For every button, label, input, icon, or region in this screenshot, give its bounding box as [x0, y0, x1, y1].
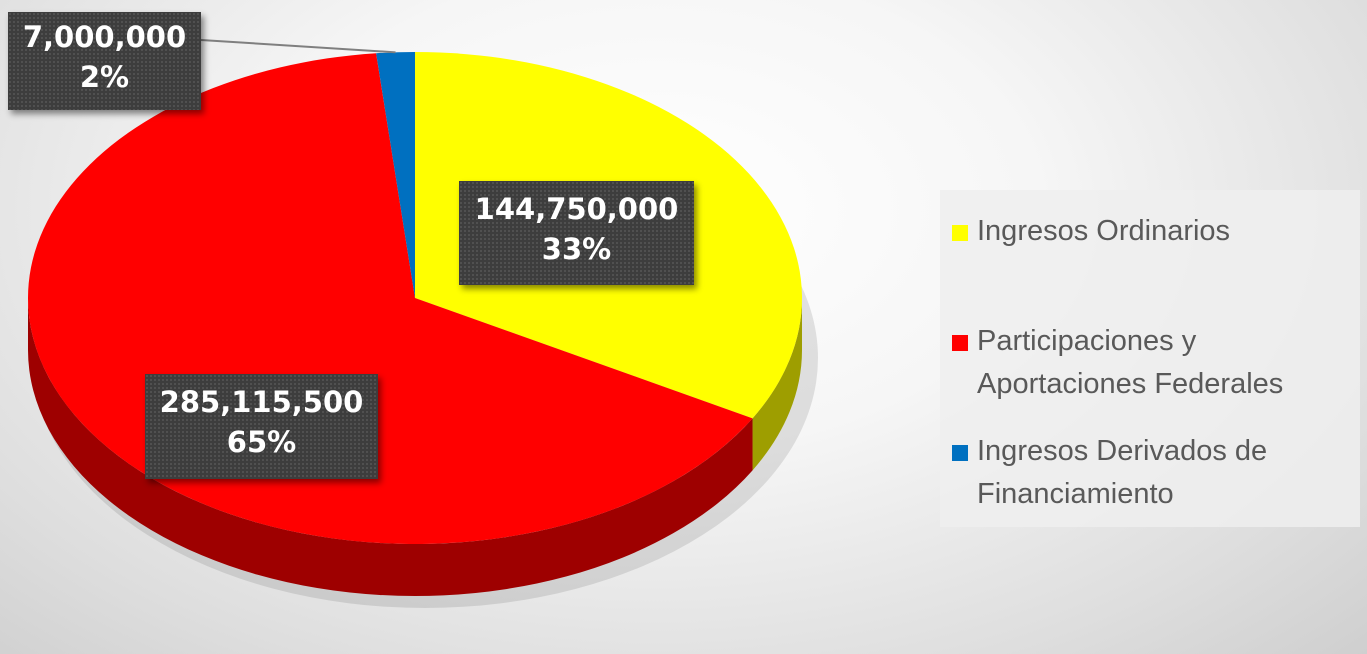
legend-swatch-blue — [952, 445, 968, 461]
pie-slice-side-participaciones — [28, 298, 753, 596]
legend-label: Ingresos Ordinarios — [977, 210, 1347, 253]
legend-label: Ingresos Derivados de Financiamiento — [977, 430, 1347, 516]
pie-slice-financiamiento — [376, 52, 415, 298]
data-label-financiamiento: 7,000,000 2% — [8, 12, 201, 110]
data-label-participaciones: 285,115,500 65% — [145, 374, 378, 479]
legend-swatch-red — [952, 335, 968, 351]
data-label-ingresos-ordinarios: 144,750,000 33% — [459, 181, 694, 285]
legend-label-line: Ingresos Ordinarios — [977, 215, 1231, 247]
legend-label-line: Participaciones y — [977, 325, 1197, 357]
legend-label: Participaciones y Aportaciones Federales — [977, 320, 1347, 406]
pie-slice-side-ingresos-ordinarios — [752, 298, 802, 471]
legend-label-line: Financiamiento — [977, 478, 1174, 510]
data-label-value: 7,000,000 — [22, 20, 187, 54]
legend-item-ingresos-ordinarios: Ingresos Ordinarios — [952, 210, 1347, 253]
legend: Ingresos Ordinarios Participaciones y Ap… — [940, 190, 1360, 527]
legend-item-financiamiento: Ingresos Derivados de Financiamiento — [952, 430, 1347, 516]
legend-label-line: Aportaciones Federales — [977, 368, 1284, 400]
data-label-value: 144,750,000 — [474, 192, 679, 226]
legend-item-participaciones: Participaciones y Aportaciones Federales — [952, 320, 1347, 406]
legend-swatch-yellow — [952, 225, 968, 241]
data-label-percent: 33% — [541, 232, 612, 266]
data-label-value: 285,115,500 — [159, 385, 364, 419]
leader-line-financiamiento — [200, 39, 396, 54]
legend-label-line: Ingresos Derivados de — [977, 435, 1268, 467]
data-label-percent: 2% — [79, 60, 130, 94]
data-label-percent: 65% — [226, 425, 297, 459]
